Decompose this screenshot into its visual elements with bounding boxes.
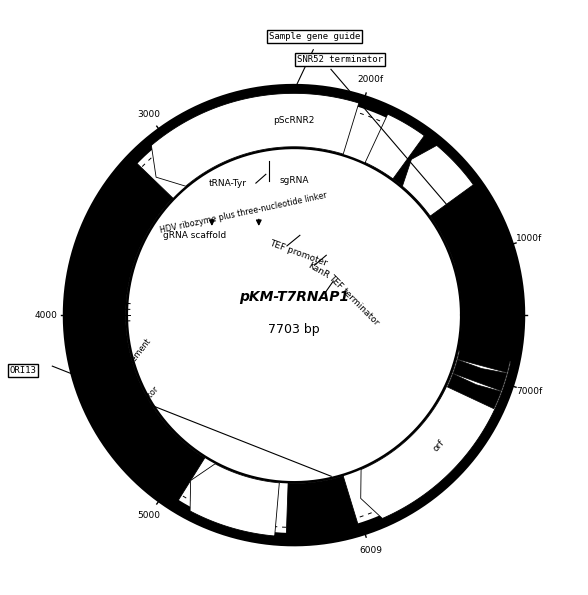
- Polygon shape: [360, 350, 511, 518]
- Text: 4000: 4000: [35, 311, 58, 320]
- Polygon shape: [72, 161, 205, 503]
- Text: CYC1 terminator: CYC1 terminator: [109, 384, 161, 439]
- Text: Stabilizing element: Stabilizing element: [98, 337, 152, 404]
- Text: 7000f: 7000f: [516, 387, 543, 396]
- Text: 7703 bp: 7703 bp: [268, 323, 320, 336]
- Text: 6009: 6009: [359, 546, 382, 555]
- Text: pKM-T7RNAP1: pKM-T7RNAP1: [239, 290, 349, 305]
- Text: SNR52 terminator: SNR52 terminator: [297, 55, 383, 64]
- Polygon shape: [457, 345, 511, 372]
- Text: 5000: 5000: [137, 511, 160, 520]
- Polygon shape: [151, 93, 359, 186]
- Text: pScRNR2: pScRNR2: [273, 115, 315, 124]
- Text: kanMX: kanMX: [455, 208, 477, 239]
- Polygon shape: [463, 316, 514, 335]
- Polygon shape: [447, 374, 501, 409]
- Text: 2000f: 2000f: [358, 75, 383, 84]
- Polygon shape: [286, 476, 359, 537]
- Text: TEF promoter: TEF promoter: [268, 239, 328, 268]
- Text: 1000f: 1000f: [516, 234, 543, 243]
- Text: 3000: 3000: [137, 110, 160, 120]
- Polygon shape: [455, 250, 516, 361]
- Polygon shape: [402, 145, 473, 216]
- Polygon shape: [461, 331, 514, 354]
- Text: sgRNA: sgRNA: [279, 176, 309, 184]
- Text: TEF terminator: TEF terminator: [326, 274, 380, 327]
- Polygon shape: [365, 114, 425, 179]
- Text: orf: orf: [432, 438, 446, 453]
- Text: Sample gene guide: Sample gene guide: [269, 32, 360, 41]
- Text: tRNA-Tyr: tRNA-Tyr: [209, 178, 247, 187]
- Text: gRNA scaffold: gRNA scaffold: [163, 231, 226, 240]
- Polygon shape: [453, 360, 507, 391]
- Polygon shape: [190, 464, 279, 536]
- Text: ORI13: ORI13: [9, 367, 36, 375]
- Text: KanR: KanR: [306, 261, 330, 281]
- Text: HDV ribozyme plus three-nucleotide linker: HDV ribozyme plus three-nucleotide linke…: [159, 190, 328, 234]
- Polygon shape: [373, 120, 516, 426]
